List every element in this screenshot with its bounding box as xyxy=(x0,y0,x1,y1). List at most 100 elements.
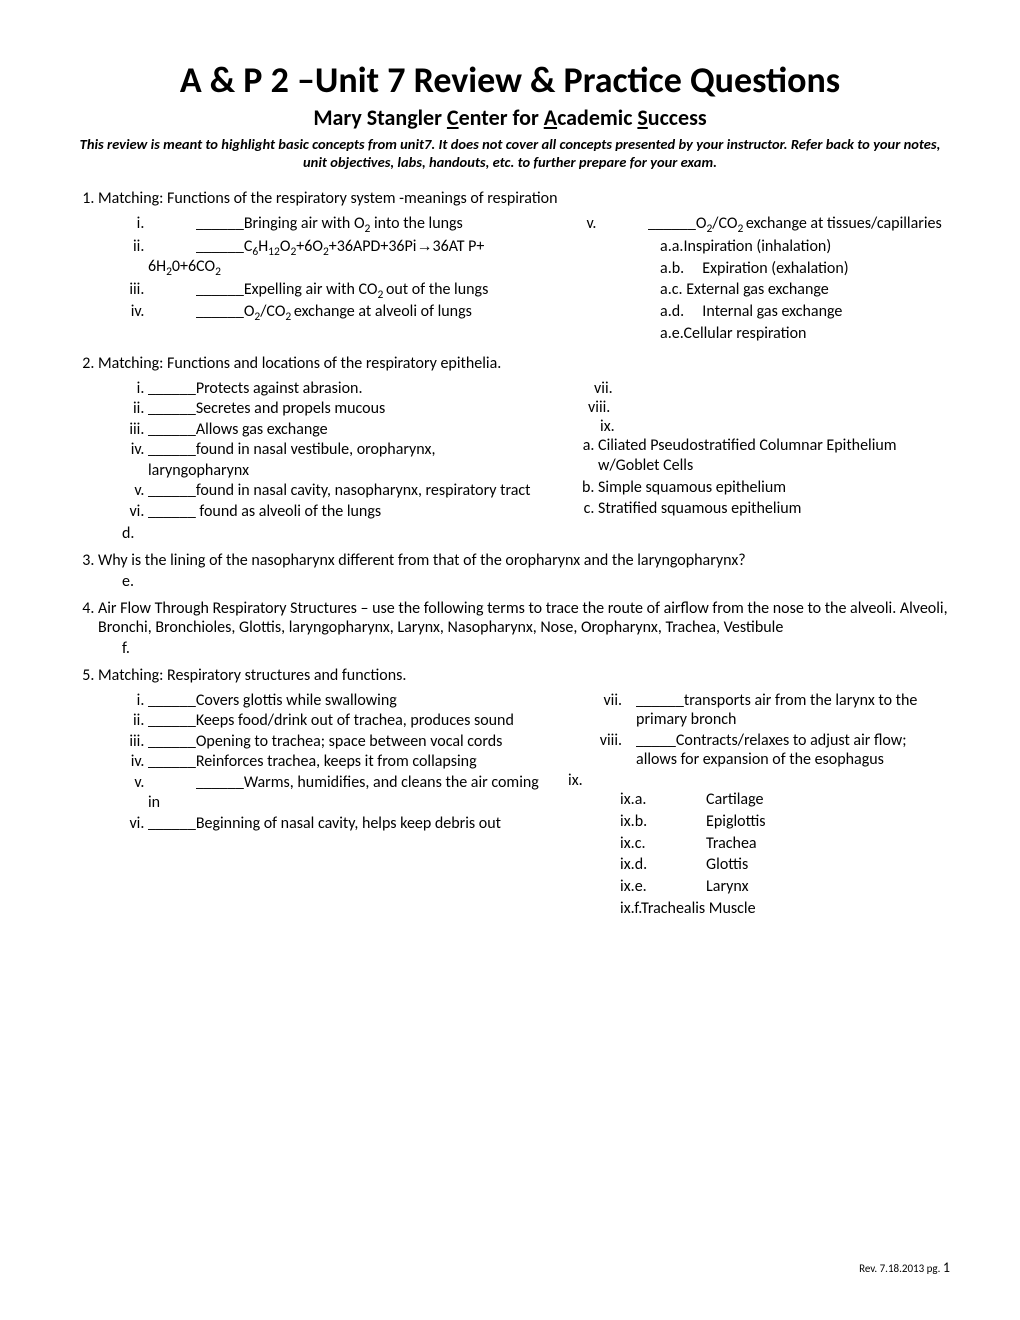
q5-item-iii: ______Opening to trachea; space between … xyxy=(148,732,540,752)
text: into the lungs xyxy=(370,214,462,233)
fill-blank[interactable]: ______ xyxy=(148,814,196,833)
text: O xyxy=(280,237,291,256)
fill-blank[interactable]: ______ xyxy=(196,237,244,256)
fill-blank[interactable]: ______ xyxy=(196,280,244,299)
text: /CO xyxy=(260,302,285,321)
text: found in nasal cavity, nasopharynx, resp… xyxy=(196,481,531,500)
q1-item-v: ______O2/CO2 exchange at tissues/capilla… xyxy=(600,214,950,234)
q5-item-v: ______Warms, humidifies, and cleans the … xyxy=(148,773,540,814)
q5-right-top: vii. ______transports air from the laryn… xyxy=(550,691,950,769)
q2-stem: Matching: Functions and locations of the… xyxy=(98,354,950,373)
text: Beginning of nasal cavity, helps keep de… xyxy=(196,814,501,833)
text: found as alveoli of the lungs xyxy=(196,502,381,521)
fill-blank[interactable]: ______ xyxy=(148,481,196,500)
question-2: Matching: Functions and locations of the… xyxy=(98,354,950,543)
q5-item-iv: ______Reinforces trachea, keeps it from … xyxy=(148,752,540,772)
title-right: Unit 7 Review & Practice Questions xyxy=(315,58,840,102)
question-5: Matching: Respiratory structures and fun… xyxy=(98,666,950,921)
opt-key: ix.b. xyxy=(620,812,706,833)
text: /CO xyxy=(712,214,737,233)
fill-blank[interactable]: ______ xyxy=(148,691,196,710)
q2-item-i: ______Protects against abrasion. xyxy=(148,379,540,399)
opt-text: External gas exchange xyxy=(686,280,829,299)
footer-page-number: 1 xyxy=(943,1259,950,1276)
fill-blank[interactable]: ______ xyxy=(148,711,196,730)
text: Expelling air with CO xyxy=(244,280,378,299)
question-4: Air Flow Through Respiratory Structures … xyxy=(98,599,950,658)
q1-opt-e: a.e.Cellular respiration xyxy=(660,324,950,345)
q2-item-v: ______found in nasal cavity, nasopharynx… xyxy=(148,481,540,501)
q2-item-ii: ______Secretes and propels mucous xyxy=(148,399,540,419)
q2-roman-list: ______Protects against abrasion. ______S… xyxy=(98,379,540,522)
q2-columns: ______Protects against abrasion. ______S… xyxy=(98,379,950,522)
fill-blank[interactable]: ______ xyxy=(148,420,196,439)
list-marker: viii. xyxy=(578,731,636,769)
q5-item-i: ______Covers glottis while swallowing xyxy=(148,691,540,711)
q2-item-iii: ______Allows gas exchange xyxy=(148,420,540,440)
q3-text: Why is the lining of the nasopharynx dif… xyxy=(98,551,746,570)
q2-dangle: d. xyxy=(98,524,950,543)
text: +6O xyxy=(296,237,323,256)
page-footer: Rev. 7.18.2013 pg. 1 xyxy=(859,1259,950,1276)
q5-opt-e: ix.e.Larynx xyxy=(620,877,950,898)
fill-blank[interactable]: ______ xyxy=(148,502,196,521)
q5-right-col: vii. ______transports air from the laryn… xyxy=(550,691,950,921)
disclaimer-text: This review is meant to highlight basic … xyxy=(70,135,950,171)
fill-blank[interactable]: ______ xyxy=(148,399,196,418)
fill-blank[interactable]: ______ xyxy=(148,752,196,771)
fill-blank[interactable]: ______ xyxy=(196,214,244,233)
fill-blank[interactable]: _____ xyxy=(636,731,676,750)
q1-options: a.a.Inspiration (inhalation) a.b. Expira… xyxy=(550,237,950,345)
q1-roman-list: ______Bringing air with O2 into the lung… xyxy=(98,214,540,322)
q5-stem: Matching: Respiratory structures and fun… xyxy=(98,666,950,685)
q5-left-col: ______Covers glottis while swallowing __… xyxy=(98,691,540,921)
fill-blank[interactable]: ______ xyxy=(196,773,244,792)
opt-text: Internal gas exchange xyxy=(702,302,842,321)
q2-alpha-list: Ciliated Pseudostratified Columnar Epith… xyxy=(550,436,950,520)
subtitle-part: Mary Stangler xyxy=(313,104,447,131)
subtitle-part: enter for xyxy=(459,104,544,131)
q1-item-iii: ______Expelling air with CO2 out of the … xyxy=(148,280,540,300)
subtitle-part: uccess xyxy=(648,104,707,131)
opt-key: ix.e. xyxy=(620,877,706,898)
text: Contracts/relaxes to adjust air flow; al… xyxy=(636,731,906,769)
q2-left-col: ______Protects against abrasion. ______S… xyxy=(98,379,540,522)
q5-columns: ______Covers glottis while swallowing __… xyxy=(98,691,950,921)
q2-item-vi: ______ found as alveoli of the lungs xyxy=(148,502,540,522)
subtitle-underline: C xyxy=(447,104,459,131)
text: Reinforces trachea, keeps it from collap… xyxy=(196,752,477,771)
text: O xyxy=(244,302,255,321)
fill-blank[interactable]: ______ xyxy=(196,302,244,321)
text: Keeps food/drink out of trachea, produce… xyxy=(196,711,514,730)
opt-key: a.a. xyxy=(660,237,683,256)
fill-blank[interactable]: ______ xyxy=(636,691,684,710)
q5-item-vi: ______Beginning of nasal cavity, helps k… xyxy=(148,814,540,834)
q5-opt-a: ix.a.Cartilage xyxy=(620,790,950,811)
q1-item-i: ______Bringing air with O2 into the lung… xyxy=(148,214,540,234)
opt-text: Epiglottis xyxy=(706,812,765,831)
list-marker: vii. xyxy=(588,379,950,398)
doc-title: A & P 2 –Unit 7 Review & Practice Questi… xyxy=(70,58,950,102)
q2-right-roman: vii. viii. ix. xyxy=(550,379,950,436)
q5-item-vii: vii. ______transports air from the laryn… xyxy=(578,691,950,729)
text: Covers glottis while swallowing xyxy=(196,691,397,710)
q5-roman-list: ______Covers glottis while swallowing __… xyxy=(98,691,540,834)
subtitle-underline: A xyxy=(544,104,557,131)
q1-stem: Matching: Functions of the respiratory s… xyxy=(98,189,950,208)
fill-blank[interactable]: ______ xyxy=(148,440,196,459)
opt-key: a.b. xyxy=(660,259,684,278)
q2-opt-c: Stratified squamous epithelium xyxy=(598,499,950,519)
q5-opt-d: ix.d.Glottis xyxy=(620,855,950,876)
fill-blank[interactable]: ______ xyxy=(148,732,196,751)
text: Protects against abrasion. xyxy=(196,379,363,398)
subscript: 12 xyxy=(268,245,280,259)
q5-opt-c: ix.c.Trachea xyxy=(620,834,950,855)
q1-opt-d: a.d. Internal gas exchange xyxy=(660,302,950,323)
fill-blank[interactable]: ______ xyxy=(648,214,696,233)
fill-blank[interactable]: ______ xyxy=(148,379,196,398)
opt-text: Cellular respiration xyxy=(683,324,806,343)
text: Secretes and propels mucous xyxy=(196,399,385,418)
opt-text: Trachealis Muscle xyxy=(641,899,755,918)
text: +36APD+36Pi xyxy=(329,237,417,256)
opt-key: a.e. xyxy=(660,324,683,343)
